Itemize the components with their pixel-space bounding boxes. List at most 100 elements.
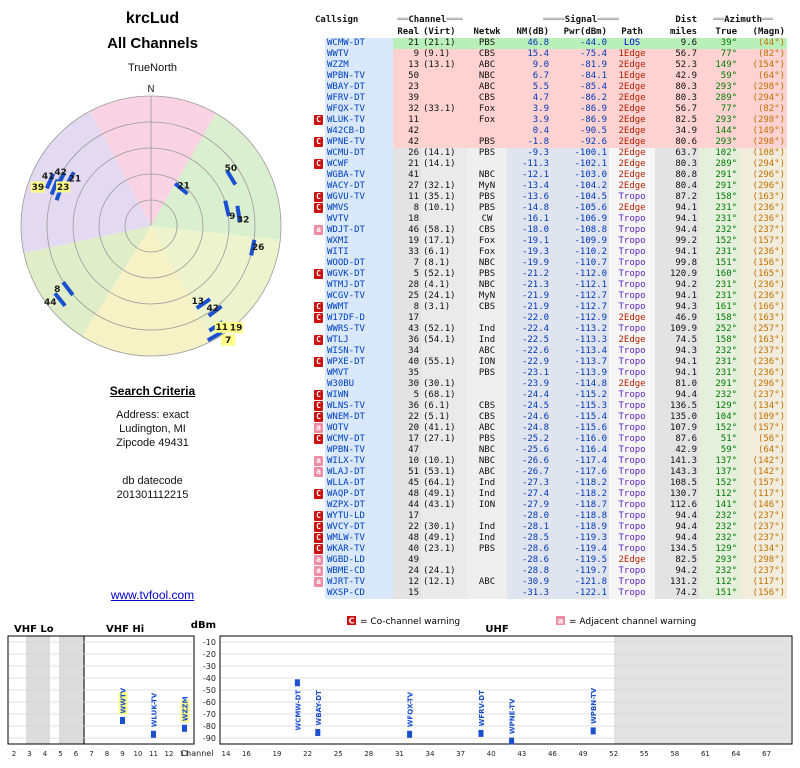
- station-row: WCMU-DT 26 (14.1) PBS -9.3 -100.1 2Edge 63.7 102…: [313, 148, 788, 159]
- station-row: C WGVK-DT 5 (52.1) PBS -21.2 -112.0 Tropo 120.9 1…: [313, 269, 788, 280]
- cell-true: 39°: [699, 38, 740, 49]
- cell-real: 50: [393, 71, 422, 82]
- co-channel-flag: C: [314, 335, 323, 345]
- cell-netwk: [467, 511, 508, 522]
- radar-label-highlight: [214, 321, 229, 333]
- cell-nm: -26.6: [507, 456, 552, 467]
- channel-tick-label: 22: [303, 750, 312, 758]
- cell-netwk: [467, 555, 508, 566]
- cell-path: Tropo: [609, 566, 656, 577]
- cell-true: 231°: [699, 291, 740, 302]
- cell-real: 51: [393, 467, 422, 478]
- co-channel-flag: C: [314, 269, 323, 279]
- station-row: W42CB-D 42 0.4 -90.5 2Edge 34.9 144° (149°): [313, 126, 788, 137]
- cell-call: WDJT-DT: [325, 225, 394, 236]
- cell-flag: [313, 93, 325, 104]
- cell-path: 2Edge: [609, 60, 656, 71]
- cell-magn: (237°): [739, 522, 788, 533]
- col-group-channel: ══Channel═══: [393, 14, 468, 26]
- cell-call: WYTU-LD: [325, 511, 394, 522]
- cell-miles: 56.7: [655, 49, 700, 60]
- cell-call: WISN-TV: [325, 346, 394, 357]
- vhf-lo-label: VHF Lo: [14, 624, 54, 635]
- cell-real: 44: [393, 500, 422, 511]
- cell-real: 17: [393, 511, 422, 522]
- cell-true: 291°: [699, 379, 740, 390]
- station-row: WFRV-DT 39 CBS 4.7 -86.2 2Edge 80.3 289° (294°): [313, 93, 788, 104]
- station-row: C WYTU-LD 17 -28.0 -118.8 Tropo 94.4 232° (237°): [313, 511, 788, 522]
- station-row: C WLUK-TV 11 Fox 3.9 -86.9 2Edge 82.5 293° (298°): [313, 115, 788, 126]
- cell-virt: (3.1): [421, 302, 468, 313]
- tvfool-link[interactable]: www.tvfool.com: [110, 588, 195, 602]
- cell-path: 2Edge: [609, 170, 656, 181]
- cell-magn: (146°): [739, 500, 788, 511]
- cell-virt: [421, 115, 468, 126]
- cell-netwk: NBC: [467, 71, 508, 82]
- cell-nm: -19.1: [507, 236, 552, 247]
- cell-flag: C: [313, 533, 325, 544]
- cell-pwr: -118.8: [551, 511, 610, 522]
- channel-tick-label: 16: [242, 750, 251, 758]
- cell-flag: C: [313, 269, 325, 280]
- cell-magn: (156°): [739, 588, 788, 599]
- cell-netwk: [467, 379, 508, 390]
- cell-miles: 141.3: [655, 456, 700, 467]
- channel-tick-label: 9: [120, 750, 124, 758]
- chart-signal-marker: [478, 729, 484, 737]
- chart-signal-marker: [315, 729, 321, 736]
- station-row: a WDJT-DT 46 (58.1) CBS -18.0 -108.8 Tropo 94.4 2…: [313, 225, 788, 236]
- cell-path: 2Edge: [609, 379, 656, 390]
- station-row: a WJRT-TV 12 (12.1) ABC -30.9 -121.8 Tropo 131.2…: [313, 577, 788, 588]
- cell-true: 77°: [699, 49, 740, 60]
- cell-nm: 9.0: [507, 60, 552, 71]
- chart-station-label: WCMW-DT: [294, 690, 302, 731]
- cell-call: WFRV-DT: [325, 93, 394, 104]
- cell-magn: (109°): [739, 412, 788, 423]
- cell-path: Tropo: [609, 401, 656, 412]
- report-subtitle: All Channels: [107, 35, 198, 52]
- cell-flag: C: [313, 203, 325, 214]
- cell-true: 59°: [699, 71, 740, 82]
- cell-path: Tropo: [609, 500, 656, 511]
- cell-nm: -30.9: [507, 577, 552, 588]
- cell-pwr: -85.4: [551, 82, 610, 93]
- co-channel-flag: C: [314, 533, 323, 543]
- cell-virt: (5.1): [421, 412, 468, 423]
- cell-call: WFQX-TV: [325, 104, 394, 115]
- cell-magn: (298°): [739, 115, 788, 126]
- chart-station-label: WPBN-TV: [590, 687, 598, 724]
- cell-call: WCMU-DT: [325, 148, 394, 159]
- cell-virt: [421, 368, 468, 379]
- cell-real: 7: [393, 258, 422, 269]
- radar-sector: [90, 95, 216, 226]
- cell-real: 43: [393, 324, 422, 335]
- cell-magn: (163°): [739, 192, 788, 203]
- cell-nm: 46.8: [507, 38, 552, 49]
- channel-tick-label: 64: [732, 750, 741, 758]
- cell-netwk: Fox: [467, 247, 508, 258]
- cell-virt: [421, 93, 468, 104]
- cell-flag: [313, 236, 325, 247]
- cell-nm: -25.2: [507, 434, 552, 445]
- cell-nm: -12.1: [507, 170, 552, 181]
- cell-netwk: ION: [467, 357, 508, 368]
- cell-true: 289°: [699, 93, 740, 104]
- cell-real: 17: [393, 434, 422, 445]
- dbm-tick-label: -50: [203, 686, 216, 695]
- cell-pwr: -84.1: [551, 71, 610, 82]
- adjacent-channel-flag: a: [314, 423, 323, 433]
- dbm-tick-label: -10: [203, 638, 216, 647]
- cell-pwr: -119.3: [551, 533, 610, 544]
- cell-true: 232°: [699, 566, 740, 577]
- station-row: WACY-DT 27 (32.1) MyN -13.4 -104.2 2Edge 80.4 29…: [313, 181, 788, 192]
- channel-tick-label: 34: [426, 750, 435, 758]
- cell-call: W42CB-D: [325, 126, 394, 137]
- cell-true: 232°: [699, 390, 740, 401]
- co-channel-flag: C: [314, 192, 323, 202]
- co-channel-legend-swatch: [347, 616, 356, 625]
- radar-channel-label: 23: [57, 183, 70, 193]
- co-channel-flag: C: [314, 357, 323, 367]
- cell-netwk: [467, 159, 508, 170]
- cell-true: 112°: [699, 489, 740, 500]
- cell-flag: [313, 71, 325, 82]
